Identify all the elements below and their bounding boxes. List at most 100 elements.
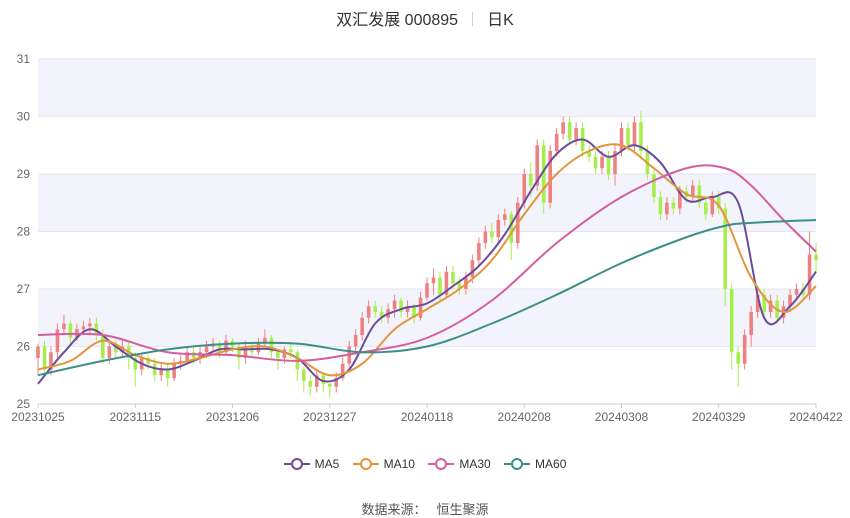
data-source: 数据来源： 恒生聚源 (0, 499, 850, 518)
x-tick-label: 20240308 (595, 410, 649, 424)
candle-body (742, 335, 747, 364)
candle-body (535, 145, 539, 186)
candle-body (159, 369, 163, 376)
candle-body (457, 283, 462, 289)
candle-body (315, 375, 319, 387)
candle-body (62, 323, 66, 330)
x-tick-label: 20240208 (498, 410, 552, 424)
candle-body (619, 128, 624, 151)
candle-body (302, 369, 306, 381)
candle-body (120, 346, 125, 353)
candle-body (626, 128, 630, 146)
legend-marker-ma60 (504, 458, 531, 470)
source-provider: 恒生聚源 (436, 502, 489, 517)
candle-body (639, 122, 643, 151)
candle-body (353, 335, 358, 347)
candle-body (373, 306, 377, 312)
candle-body (282, 349, 287, 358)
legend-label-ma10: MA10 (383, 457, 415, 471)
candle-body (587, 151, 591, 157)
candle-body (768, 300, 773, 312)
candle-body (600, 156, 604, 169)
candle-body (509, 214, 514, 243)
candle-body (788, 294, 792, 307)
candle-body (224, 340, 228, 353)
candle-body (412, 306, 416, 318)
candle-body (794, 289, 799, 295)
y-tick-label: 27 (17, 282, 31, 296)
candle-body (152, 363, 157, 376)
y-tick-label: 25 (17, 397, 31, 411)
candle-body (101, 335, 105, 358)
candle-body (55, 329, 60, 353)
candle-body (671, 202, 676, 209)
x-tick-label: 20240422 (789, 410, 843, 424)
candle-body (678, 191, 682, 209)
candle-body (814, 254, 818, 261)
candle-body (665, 202, 669, 215)
stock-name: 双汇发展 000895 (336, 12, 459, 29)
candle-body (431, 277, 436, 284)
candle-body (554, 133, 559, 151)
candle-body (548, 151, 552, 203)
candle-body (146, 358, 150, 364)
candle-body (327, 383, 332, 387)
candle-body (716, 197, 721, 209)
y-tick-label: 31 (17, 52, 31, 66)
candle-body (334, 378, 339, 387)
x-tick-label: 20240118 (401, 410, 454, 424)
candle-body (243, 346, 248, 358)
candle-body (593, 156, 598, 169)
candle-body (490, 231, 494, 238)
candle-body (263, 337, 267, 344)
candle-body (438, 277, 442, 295)
candle-body (574, 128, 578, 140)
candle-body (81, 326, 86, 330)
legend-label-ma30: MA30 (459, 457, 491, 471)
candle-body (749, 312, 753, 335)
candle-body (704, 202, 708, 215)
candle-body (172, 363, 176, 379)
title-separator (472, 12, 474, 26)
series-line-ma5 (37, 138, 817, 385)
candle-body (691, 185, 695, 197)
candle-body (451, 271, 455, 284)
candle-body (522, 174, 527, 203)
legend-item-ma60[interactable]: MA60 (504, 457, 566, 471)
period-label[interactable]: 日K (487, 12, 514, 29)
candle-body (632, 122, 637, 146)
legend-item-ma5[interactable]: MA5 (283, 457, 339, 471)
candle-body (204, 346, 209, 353)
candle-body (217, 343, 222, 353)
legend-label-ma60: MA60 (535, 457, 567, 471)
candle-body (269, 337, 274, 353)
candle-body (42, 346, 47, 370)
candle-body (613, 151, 617, 174)
x-tick-label: 20231227 (303, 410, 357, 424)
candle-body (107, 346, 112, 358)
x-tick-label: 20231025 (11, 410, 65, 424)
legend-item-ma30[interactable]: MA30 (428, 457, 491, 471)
candle-body (392, 300, 397, 310)
y-tick-label: 29 (17, 167, 31, 181)
chart-title: 双汇发展 000895 日K (0, 6, 850, 30)
candle-body (652, 174, 656, 197)
candle-body (36, 346, 40, 358)
candle-body (528, 174, 533, 186)
legend-marker-ma5 (283, 458, 310, 470)
x-tick-label: 20231206 (206, 410, 260, 424)
candle-body (237, 346, 241, 358)
candle-body (165, 369, 170, 379)
candle-body (606, 156, 611, 174)
legend-item-ma10[interactable]: MA10 (352, 457, 415, 471)
candle-body (697, 185, 702, 203)
candle-body (723, 208, 728, 289)
candle-body (567, 122, 572, 140)
candle-body (762, 294, 766, 312)
plot-band (38, 59, 816, 117)
candle-body (755, 294, 760, 312)
candle-body (541, 145, 546, 203)
candle-body (503, 214, 507, 220)
candle-body (94, 323, 99, 335)
